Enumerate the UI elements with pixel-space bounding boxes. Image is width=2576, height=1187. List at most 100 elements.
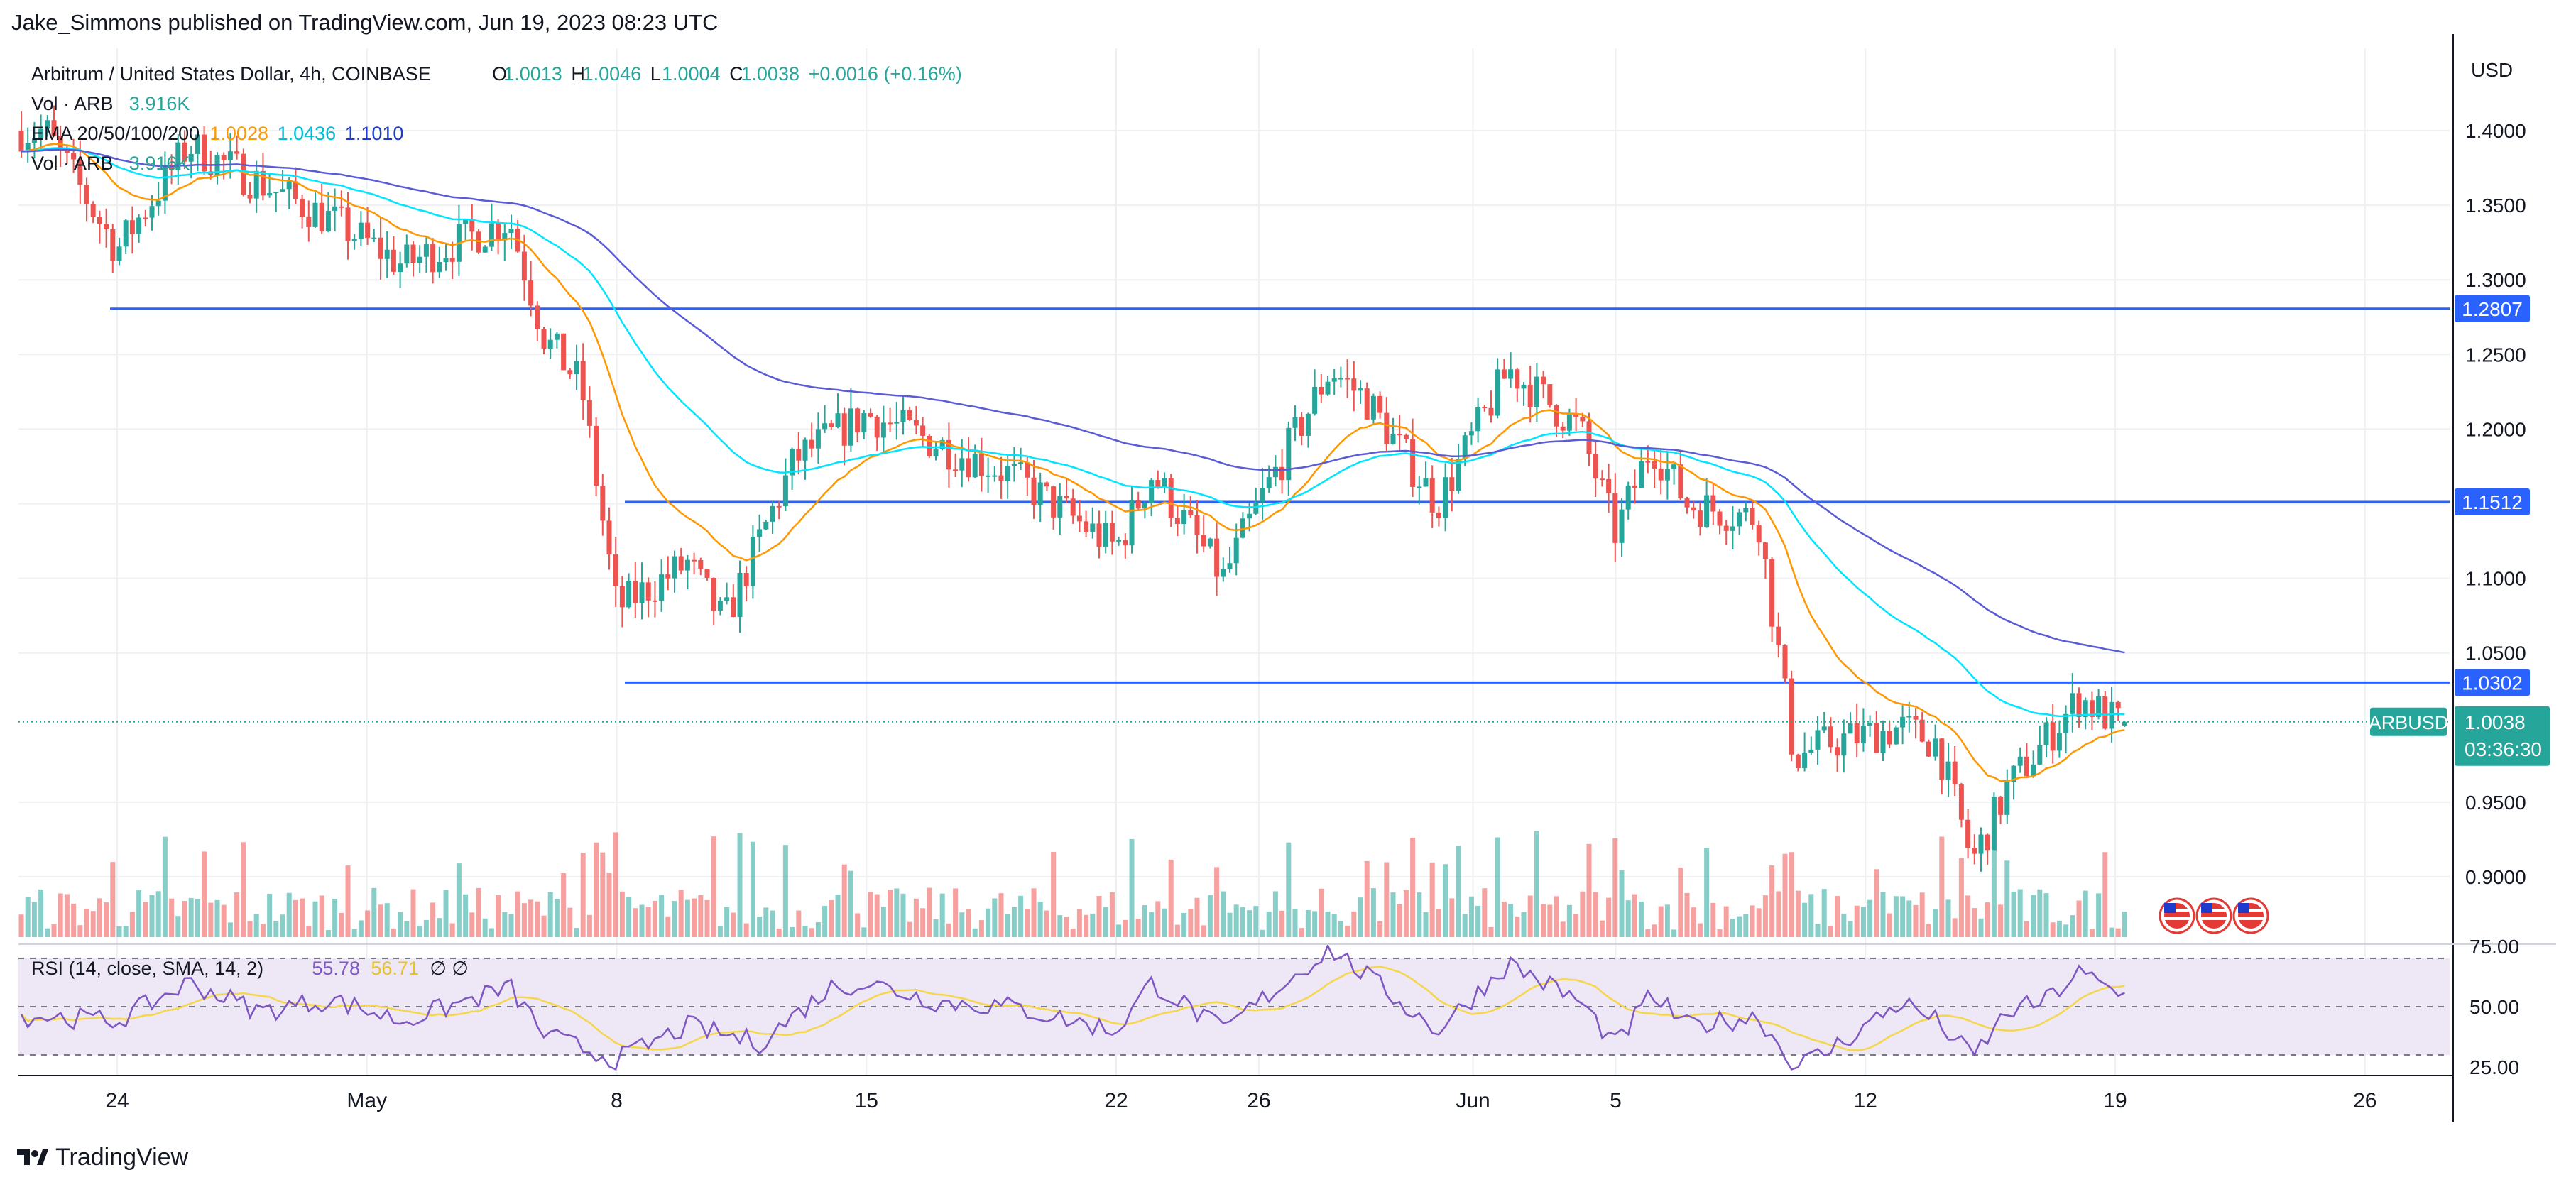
candle-body[interactable]: [1109, 523, 1115, 542]
candle-body[interactable]: [1005, 466, 1010, 481]
candle-body[interactable]: [1084, 521, 1089, 532]
candle-body[interactable]: [1737, 512, 1742, 527]
candle-body[interactable]: [2011, 765, 2016, 782]
candle-body[interactable]: [1260, 488, 1265, 502]
candle-body[interactable]: [371, 237, 377, 239]
candle-body[interactable]: [1978, 834, 1984, 854]
candle-body[interactable]: [1305, 413, 1311, 436]
candle-body[interactable]: [339, 206, 344, 208]
candle-body[interactable]: [2004, 782, 2010, 815]
candle-body[interactable]: [1299, 417, 1304, 436]
candle-body[interactable]: [496, 223, 501, 241]
candle-body[interactable]: [136, 217, 142, 235]
candle-body[interactable]: [18, 131, 24, 152]
candle-body[interactable]: [169, 165, 175, 170]
candle-body[interactable]: [1227, 563, 1233, 569]
candle-body[interactable]: [155, 200, 161, 207]
candle-body[interactable]: [1762, 542, 1768, 559]
candle-body[interactable]: [1664, 469, 1670, 481]
candle-body[interactable]: [1515, 369, 1520, 389]
candle-body[interactable]: [1057, 496, 1063, 518]
candle-body[interactable]: [1129, 500, 1135, 546]
candle-body[interactable]: [25, 143, 31, 152]
candle-body[interactable]: [443, 258, 449, 263]
candle-body[interactable]: [724, 597, 730, 601]
candle-body[interactable]: [77, 159, 83, 185]
candle-body[interactable]: [1769, 559, 1775, 627]
candle-body[interactable]: [1449, 477, 1455, 491]
candle-body[interactable]: [1508, 369, 1514, 379]
candle-body[interactable]: [365, 222, 371, 239]
candle-body[interactable]: [2089, 700, 2095, 717]
candle-body[interactable]: [594, 425, 599, 486]
candle-body[interactable]: [1958, 784, 1964, 820]
candle-body[interactable]: [1364, 388, 1370, 420]
candle-body[interactable]: [521, 251, 527, 281]
candle-body[interactable]: [933, 449, 939, 456]
candle-body[interactable]: [1194, 515, 1200, 535]
candle-body[interactable]: [1233, 537, 1239, 564]
candle-body[interactable]: [482, 246, 488, 253]
candle-body[interactable]: [2024, 756, 2029, 777]
candle-body[interactable]: [1972, 848, 1977, 854]
candle-body[interactable]: [2122, 721, 2127, 726]
candle-body[interactable]: [1874, 723, 1879, 753]
candle-body[interactable]: [84, 185, 89, 204]
candle-body[interactable]: [1174, 518, 1180, 525]
candle-body[interactable]: [221, 155, 227, 160]
candle-body[interactable]: [247, 195, 253, 199]
candle-body[interactable]: [1704, 495, 1710, 527]
candle-body[interactable]: [2102, 696, 2108, 729]
candle-body[interactable]: [1370, 395, 1376, 420]
candle-body[interactable]: [1123, 540, 1128, 546]
candle-body[interactable]: [796, 449, 802, 461]
candle-body[interactable]: [861, 413, 867, 433]
candle-body[interactable]: [1488, 407, 1494, 416]
candle-body[interactable]: [437, 262, 442, 273]
candle-body[interactable]: [1025, 462, 1030, 478]
candle-body[interactable]: [757, 529, 763, 537]
candle-body[interactable]: [672, 556, 677, 579]
candle-body[interactable]: [1821, 726, 1827, 731]
candle-body[interactable]: [1645, 461, 1651, 463]
candle-body[interactable]: [1939, 738, 1945, 780]
candle-body[interactable]: [684, 559, 690, 571]
candle-body[interactable]: [2083, 700, 2088, 718]
candle-body[interactable]: [770, 505, 775, 522]
candle-body[interactable]: [38, 128, 44, 138]
candle-body[interactable]: [750, 537, 755, 587]
candle-body[interactable]: [763, 521, 769, 530]
candle-body[interactable]: [1671, 464, 1677, 469]
candle-body[interactable]: [1919, 719, 1925, 742]
candle-body[interactable]: [398, 263, 403, 272]
candle-body[interactable]: [711, 577, 716, 611]
candle-body[interactable]: [633, 580, 638, 603]
candle-body[interactable]: [913, 420, 919, 426]
candle-body[interactable]: [410, 244, 416, 263]
candle-body[interactable]: [1162, 478, 1167, 487]
candle-body[interactable]: [717, 601, 723, 611]
candle-body[interactable]: [1051, 486, 1057, 518]
candle-body[interactable]: [1933, 738, 1938, 757]
candle-body[interactable]: [959, 458, 965, 471]
candle-body[interactable]: [1443, 477, 1448, 518]
candle-body[interactable]: [1410, 439, 1416, 487]
candle-body[interactable]: [802, 439, 808, 461]
candle-body[interactable]: [1116, 540, 1122, 542]
candle-body[interactable]: [665, 574, 671, 579]
candle-body[interactable]: [1717, 511, 1723, 526]
candle-body[interactable]: [790, 449, 795, 476]
candle-body[interactable]: [809, 439, 814, 449]
candle-body[interactable]: [1913, 716, 1919, 720]
candle-body[interactable]: [351, 239, 357, 241]
candle-body[interactable]: [1384, 412, 1390, 445]
us-flag-icon[interactable]: [2232, 897, 2269, 934]
candle-body[interactable]: [71, 153, 77, 160]
candle-body[interactable]: [1828, 726, 1833, 748]
candle-body[interactable]: [567, 370, 573, 375]
candle-body[interactable]: [286, 181, 292, 190]
candle-body[interactable]: [626, 580, 632, 608]
candle-body[interactable]: [1475, 407, 1481, 432]
candle-body[interactable]: [1887, 731, 1892, 745]
candle-body[interactable]: [1272, 466, 1278, 478]
